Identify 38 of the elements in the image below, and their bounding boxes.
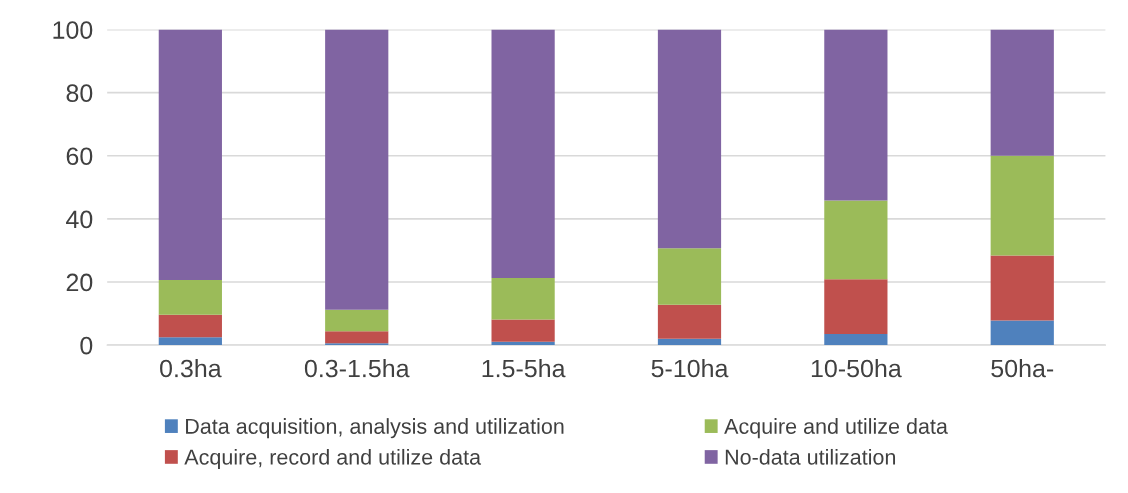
bar (990, 155, 1054, 256)
bar (657, 248, 722, 305)
bar (824, 200, 888, 280)
bar (657, 304, 722, 339)
bar (158, 29, 222, 281)
y-tick-label: 80 (66, 84, 93, 102)
bar (325, 29, 389, 310)
y-tick-label: 0 (80, 336, 93, 355)
bar (990, 29, 1054, 156)
bar (657, 338, 722, 346)
bar (325, 309, 389, 332)
legend-label: Acquire, record and utilize data (184, 448, 482, 470)
bar (990, 255, 1054, 321)
legend-label: Acquire and utilize data (724, 418, 948, 439)
bar (491, 277, 555, 320)
x-tick-label: 10-50ha (811, 358, 902, 378)
legend-label: Data acquisition, analysis and utilization (186, 418, 564, 439)
bar (824, 279, 888, 335)
bar (657, 29, 722, 249)
y-tick-label: 60 (66, 147, 93, 166)
x-tick-label: 0.3ha (160, 358, 222, 378)
bar (158, 280, 222, 315)
bar (325, 331, 389, 344)
x-tick-label: 1.5-5ha (482, 358, 566, 378)
x-tick-label: 5-10ha (651, 358, 729, 378)
bar (491, 319, 555, 342)
bar (158, 314, 222, 338)
bar (824, 334, 888, 346)
bar (158, 337, 222, 346)
x-tick-label: 50ha- (991, 358, 1054, 378)
legend-label: No-data utilization (725, 448, 896, 465)
bar (824, 29, 888, 201)
y-tick-label: 100 (53, 21, 93, 39)
bar (990, 320, 1054, 346)
x-tick-label: 0.3-1.5ha (304, 358, 410, 378)
bar (491, 29, 555, 278)
y-tick-label: 20 (66, 273, 93, 292)
y-tick-label: 40 (66, 210, 93, 229)
